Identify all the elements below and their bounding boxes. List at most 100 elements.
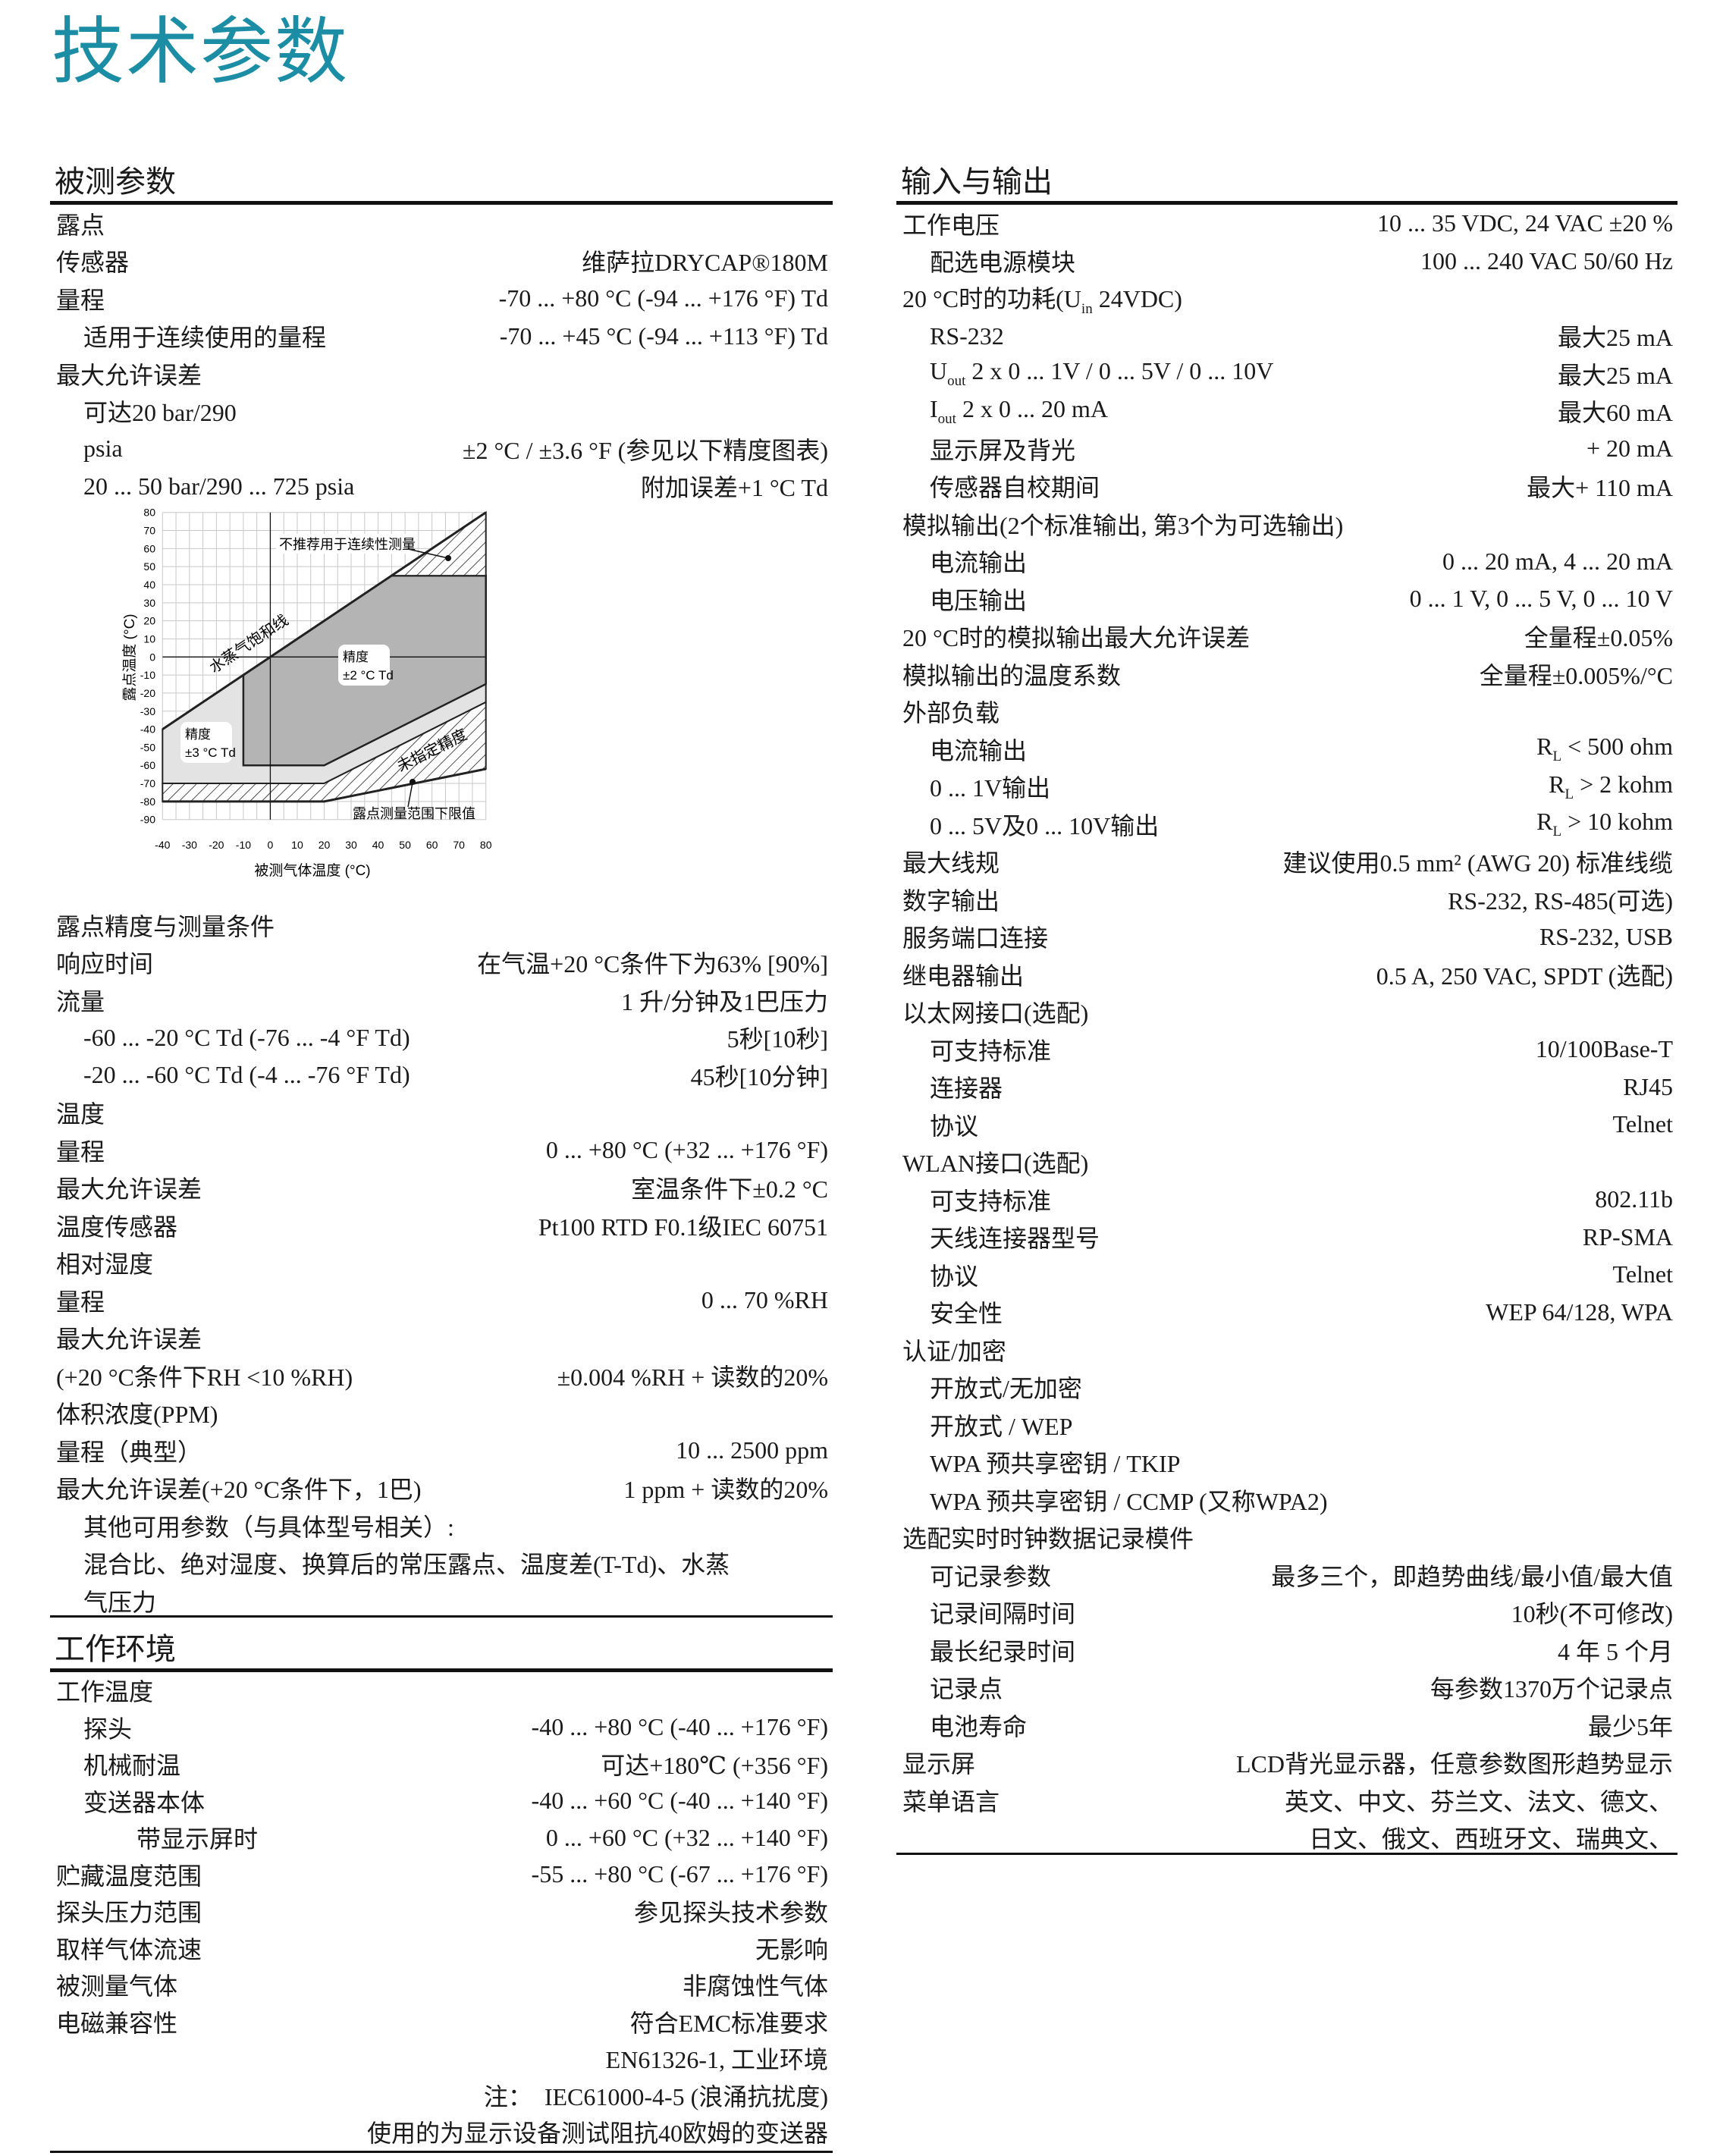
spec-row: -60 ... -20 °C Td (-76 ... -4 °F Td) 5秒[1… (50, 1019, 833, 1057)
value-text: 最大+ 110 mA (1527, 474, 1673, 502)
spec-row: WPA 预共享密钥 / TKIP (896, 1444, 1677, 1482)
spec-row: 气压力 (50, 1582, 833, 1620)
x-tick-label: 20 (319, 839, 331, 851)
spec-row: 最长纪录时间 4 年 5 个月 (896, 1631, 1677, 1669)
label-text: 最大允许误差 (56, 1175, 202, 1204)
spec-row: 开放式/无加密 (896, 1369, 1677, 1407)
spec-row: 最大允许误差 (50, 1320, 833, 1357)
spec-value: 维萨拉DRYCAP®180M (582, 243, 833, 278)
spec-row: 露点 (50, 205, 833, 243)
tick-labels: 80 70 60 50 40 30 20 10 0 -10 -20 -30 -40 -50 -60 -70 -8… (140, 507, 492, 851)
spec-label: (+20 °C条件下RH <10 %RH) (50, 1358, 353, 1393)
label-text: -20 ... -60 °C Td (-4 ... -76 °F Td) (83, 1061, 410, 1089)
spec-row: 以太网接口(选配) (896, 993, 1677, 1031)
label-text: 适用于连续使用的量程 (83, 324, 327, 352)
spec-label: 工作电压 (896, 206, 1000, 241)
spec-label: 工作温度 (50, 1673, 153, 1708)
environment-list: 工作温度探头 -40 ... +80 °C (-40 ... +176 °F) 机械… (50, 1672, 833, 2151)
value-text: RP-SMA (1582, 1222, 1673, 1251)
page-title: 技术参数 (52, 11, 349, 93)
label-text: 电流输出 (930, 736, 1028, 764)
label-text: 服务端口连接 (902, 924, 1049, 952)
spec-value: 无影响 (755, 1931, 833, 1966)
section-heading-environment: 工作环境 (50, 1630, 833, 1672)
spec-value: 每参数1370万个记录点 (1430, 1670, 1677, 1705)
value-text: 日文、俄文、西班牙文、瑞典文、 (1308, 1825, 1673, 1853)
label-text: U (930, 357, 948, 385)
spec-label: 认证/加密 (896, 1332, 1006, 1367)
label-text: 认证/加密 (902, 1337, 1006, 1365)
spec-value: -70 ... +80 °C (-94 ... +176 °F) Td (499, 284, 833, 312)
spec-row: 量程 0 ... 70 %RH (50, 1282, 833, 1320)
acc2-label-box (338, 645, 390, 686)
label-text: 模拟输出(2个标准输出, 第3个为可选输出) (902, 511, 1344, 539)
spec-label: RS-232 (896, 322, 1004, 350)
y-tick-label: 0 (149, 651, 155, 663)
spec-label: 温度 (50, 1095, 105, 1130)
spec-value: 802.11b (1595, 1185, 1677, 1213)
x-tick-label: -40 (155, 839, 170, 851)
spec-label: 选配实时时钟数据记录模件 (896, 1520, 1194, 1555)
x-tick-label: 40 (372, 839, 384, 851)
spec-label: WPA 预共享密钥 / CCMP (又称WPA2) (896, 1483, 1328, 1517)
spec-row: 配选电源模块 100 ... 240 VAC 50/60 Hz (896, 243, 1677, 281)
label-text: 连接器 (930, 1075, 1003, 1103)
spec-row: 传感器自校期间 最大+ 110 mA (896, 468, 1677, 506)
value-text: 0 ... +80 °C (+32 ... +176 °F) (545, 1136, 828, 1164)
spec-label: 显示屏 (896, 1745, 975, 1780)
spec-value: 可达+180℃ (+356 °F) (601, 1746, 833, 1781)
spec-label: 协议 (896, 1107, 978, 1142)
spec-label: 开放式/无加密 (896, 1370, 1082, 1404)
spec-row: 机械耐温 可达+180℃ (+356 °F) (50, 1746, 833, 1783)
spec-row: 20 °C时的功耗(Uin 24VDC) (896, 280, 1677, 318)
spec-row: 可支持标准 10/100Base-T (896, 1031, 1677, 1069)
value-text: 10/100Base-T (1535, 1035, 1673, 1063)
spec-value: 注： IEC61000-4-5 (浪涌抗扰度) (484, 2078, 833, 2113)
spec-row: 体积浓度(PPM) (50, 1395, 833, 1433)
spec-row: 最大允许误差 (50, 355, 833, 393)
label-text: 继电器输出 (902, 962, 1025, 990)
value-text: 无影响 (755, 1935, 828, 1963)
value-text: ±2 °C / ±3.6 °F (参见以下精度图表) (462, 436, 828, 464)
spec-label: 探头压力范围 (50, 1894, 202, 1928)
spec-value: 在气温+20 °C条件下为63% [90%] (477, 945, 833, 980)
value-text: 45秒[10分钟] (690, 1062, 828, 1091)
value-text: -70 ... +45 °C (-94 ... +113 °F) Td (499, 322, 828, 350)
label-text: 20 °C时的模拟输出最大允许误差 (902, 624, 1251, 652)
label-text-after: 2 x 0 ... 20 mA (956, 394, 1108, 422)
label-text-after: 2 x 0 ... 1V / 0 ... 5V / 0 ... 10V (965, 357, 1274, 385)
spec-value: 0 ... 20 mA, 4 ... 20 mA (1442, 548, 1677, 576)
spec-value: 1 升/分钟及1巴压力 (621, 983, 833, 1018)
spec-value: 45秒[10分钟] (691, 1058, 833, 1093)
spec-label: 最大允许误差 (50, 1170, 202, 1205)
spec-value: 0.5 A, 250 VAC, SPDT (选配) (1376, 957, 1677, 992)
dewpoint-accuracy-chart: 80 70 60 50 40 30 20 10 0 -10 -20 -30 -40 -50 -60 -70 -8… (121, 507, 492, 879)
value-text-after: < 500 ohm (1561, 733, 1673, 761)
spec-row: Uout 2 x 0 ... 1V / 0 ... 5V / 0 ... 10V… (896, 355, 1677, 393)
label-text: 机械耐温 (83, 1752, 181, 1780)
value-text: Telnet (1612, 1110, 1674, 1138)
label-text: 最大允许误差 (56, 1326, 202, 1354)
spec-row: 模拟输出的温度系数 全量程±0.005%/°C (896, 655, 1677, 693)
value-text: 5秒[10秒] (727, 1025, 828, 1053)
spec-value: Telnet (1613, 1260, 1678, 1288)
spec-row: WPA 预共享密钥 / CCMP (又称WPA2) (896, 1481, 1677, 1519)
value-text: -40 ... +80 °C (-40 ... +176 °F) (531, 1713, 828, 1741)
spec-row: 显示屏及背光 + 20 mA (896, 430, 1677, 468)
spec-label: 适用于连续使用的量程 (50, 319, 326, 353)
spec-row: -20 ... -60 °C Td (-4 ... -76 °F Td) 45秒[… (50, 1056, 833, 1094)
spec-label: psia (50, 435, 123, 463)
label-text: 响应时间 (56, 950, 154, 978)
spec-row: 菜单语言 英文、中文、芬兰文、法文、德文、 (896, 1781, 1677, 1819)
left-column: 被测参数 露点 传感器 维萨拉DRYCAP®180M 量程 -70 ... +80 °C… (50, 163, 833, 1620)
label-subscript: in (1081, 300, 1093, 317)
value-text: 最大25 mA (1557, 324, 1673, 352)
value-text: 非腐蚀性气体 (682, 1972, 828, 2001)
value-text: WEP 64/128, WPA (1486, 1298, 1673, 1326)
spec-label: 显示屏及背光 (896, 432, 1075, 466)
label-text: 被测量气体 (56, 1972, 178, 2001)
value-text: 注： IEC61000-4-5 (浪涌抗扰度) (483, 2082, 828, 2110)
x-tick-label: -10 (236, 839, 251, 851)
label-text: 20 °C时的功耗(U (902, 284, 1081, 312)
label-text: 探头 (83, 1715, 133, 1743)
